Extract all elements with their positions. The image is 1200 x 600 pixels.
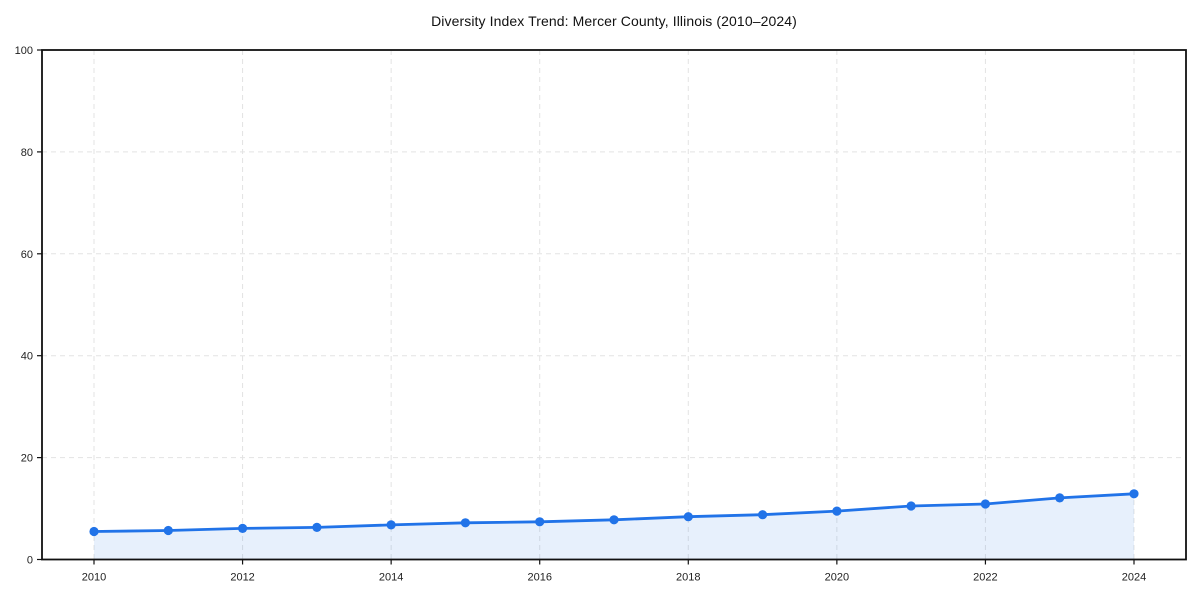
y-tick-label: 40 [21,351,33,363]
x-tick-label: 2010 [82,572,106,584]
data-point [906,501,916,511]
data-point [1055,493,1065,503]
chart-title: Diversity Index Trend: Mercer County, Il… [431,13,797,29]
x-tick-label: 2020 [825,572,849,584]
data-point [460,518,470,528]
plot-border [41,49,1187,561]
data-point [609,515,619,525]
x-tick-label: 2014 [379,572,403,584]
x-tick-label: 2022 [973,572,997,584]
data-point [386,520,396,530]
y-tick-label: 60 [21,249,33,261]
data-point [758,510,768,520]
x-tick-label: 2018 [676,572,700,584]
y-tick-label: 80 [21,147,33,159]
data-point [832,506,842,516]
data-point [1129,489,1139,499]
data-point [163,525,173,536]
data-point [312,522,322,533]
x-tick-label: 2016 [527,572,551,584]
area-fill [94,493,1134,560]
y-tick-label: 20 [21,453,33,465]
data-point [238,523,248,534]
data-point [535,517,545,527]
data-point [683,512,693,522]
y-tick-label: 100 [15,45,33,57]
data-point [89,526,99,537]
y-tick-label: 0 [27,555,33,567]
x-tick-label: 2012 [230,572,254,584]
x-tick-label: 2024 [1122,572,1146,584]
data-point [980,499,991,509]
